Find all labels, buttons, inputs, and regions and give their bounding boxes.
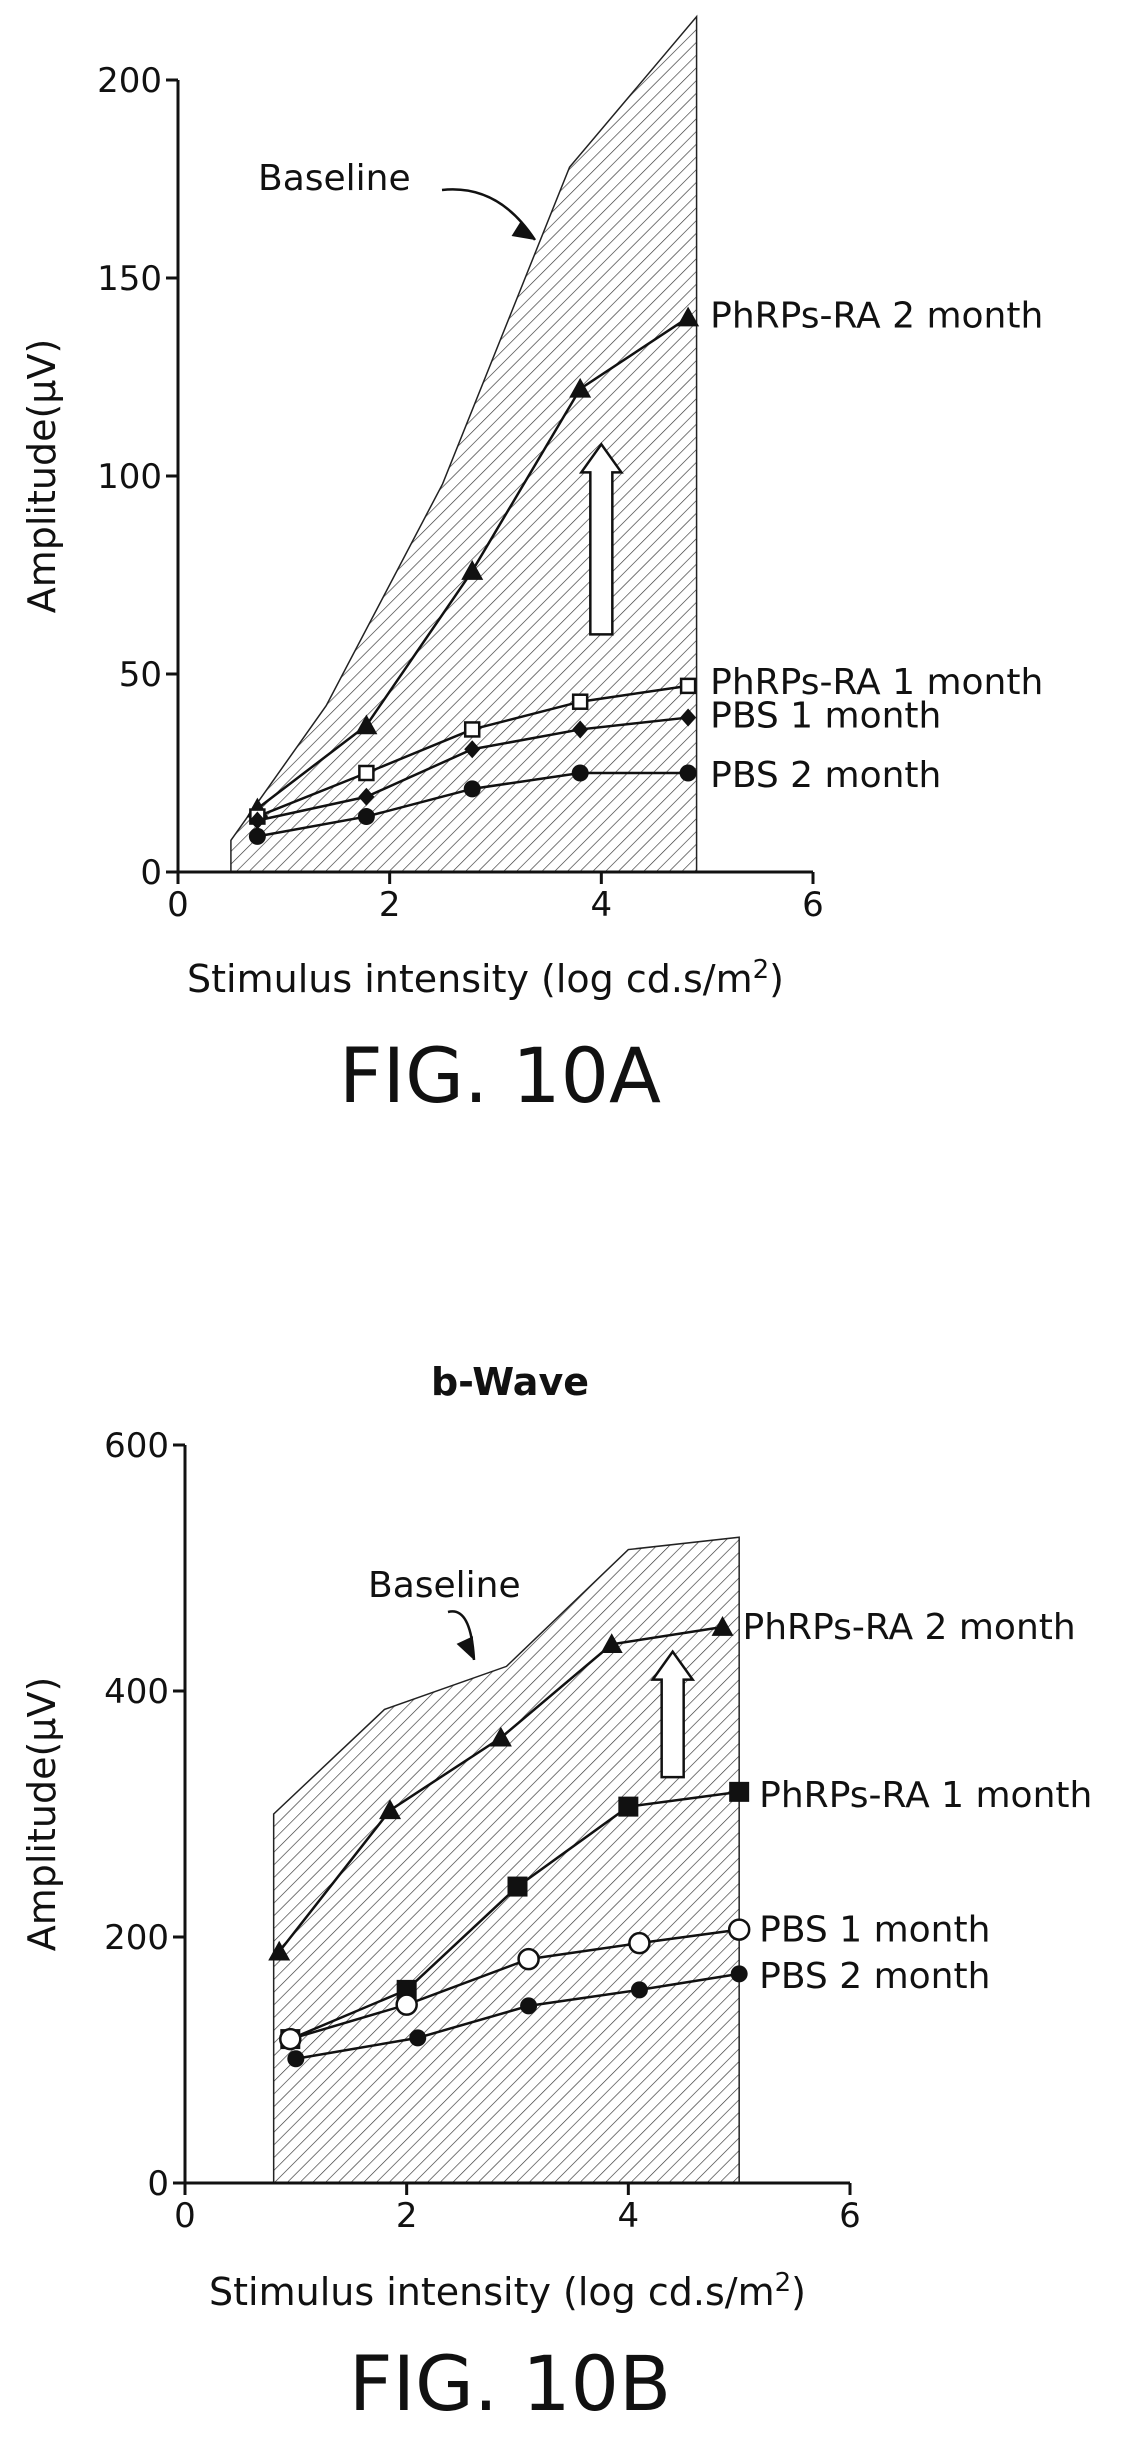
series-pbs-2-month: PBS 2 month (248, 755, 941, 845)
data-point (727, 1918, 751, 1941)
data-point (628, 1931, 651, 1955)
data-point (379, 1799, 402, 1820)
series-pbs-2-month: PBS 2 month (287, 1956, 990, 2068)
baseline-band-area (230, 14, 698, 873)
data-point (395, 1993, 418, 2016)
data-point (355, 714, 378, 735)
series-label: PhRPs-RA 2 month (710, 296, 1043, 337)
data-point (517, 1947, 540, 1971)
data-point (279, 2027, 302, 2051)
baseline-pointer-arrowhead (511, 220, 535, 240)
data-point (572, 720, 589, 739)
data-point (357, 808, 375, 826)
x-axis-title-superscript: 2 (775, 2268, 792, 2298)
x-axis-title-close: ) (791, 2270, 806, 2314)
data-point (571, 764, 589, 782)
series-label: PBS 1 month (710, 696, 941, 737)
axes: 0 2 4 6 0 50 100 150 200 (97, 61, 824, 925)
series-pbs-1-month: PBS 1 month (279, 1910, 990, 2051)
series-phrps-ra-2-month: PhRPs-RA 2 month (268, 1607, 1076, 1961)
series-group: PhRPs-RA 2 month PhRPs-RA 1 month PBS 1 mo… (268, 1607, 1092, 2068)
data-point (630, 1981, 648, 1999)
y-tick-label: 0 (147, 2164, 169, 2204)
series-label: PBS 1 month (759, 1910, 990, 1951)
data-point (358, 764, 375, 782)
data-point (461, 560, 484, 580)
x-axis-title: Stimulus intensity (log cd.s/m2) (209, 2268, 806, 2314)
x-tick-label: 4 (618, 2196, 640, 2236)
data-point (287, 2050, 305, 2068)
y-axis-title: Amplitude(μV) (20, 339, 64, 614)
x-tick-label: 2 (396, 2196, 418, 2236)
y-tick-label: 600 (104, 1426, 169, 1466)
x-axis-title-close: ) (769, 957, 784, 1001)
series-label: PBS 2 month (710, 755, 941, 796)
data-point (679, 677, 697, 695)
data-point (248, 827, 266, 845)
x-axis-title: Stimulus intensity (log cd.s/m2) (187, 955, 784, 1001)
x-tick-label: 6 (802, 885, 824, 925)
series-label: PBS 2 month (759, 1956, 990, 1997)
data-point (463, 780, 481, 798)
chart-title: b-Wave (431, 1360, 589, 1404)
data-point (489, 1726, 512, 1747)
x-tick-label: 6 (839, 2196, 861, 2236)
data-point (569, 377, 592, 398)
data-point (571, 693, 589, 710)
series-phrps-ra-2-month: PhRPs-RA 2 month (246, 296, 1043, 818)
data-point (677, 306, 700, 327)
data-point (520, 1997, 538, 2015)
series-pbs-1-month: PBS 1 month (249, 696, 941, 830)
x-tick-label: 0 (167, 885, 189, 925)
data-point (409, 2029, 427, 2047)
data-point (679, 764, 697, 782)
series-phrps-ra-1-month: PhRPs-RA 1 month (249, 662, 1043, 825)
figure-label: FIG. 10B (349, 2339, 671, 2428)
data-point (507, 1876, 528, 1897)
y-tick-label: 50 (119, 655, 162, 695)
baseline-pointer-arrowhead (456, 1636, 474, 1660)
series-label: PhRPs-RA 2 month (743, 1607, 1076, 1648)
baseline-pointer-line (441, 188, 537, 241)
axes: 0 2 4 6 0 200 400 600 (104, 1426, 861, 2236)
up-arrow-icon (650, 1649, 696, 1779)
baseline-label: Baseline (258, 158, 411, 199)
y-tick-label: 200 (104, 1918, 169, 1958)
y-tick-label: 400 (104, 1672, 169, 1712)
figure-label: FIG. 10A (339, 1031, 661, 1120)
annotations (447, 1610, 696, 1779)
x-axis-title-superscript: 2 (753, 955, 770, 985)
x-tick-label: 4 (591, 885, 613, 925)
x-tick-label: 0 (174, 2196, 196, 2236)
y-tick-label: 0 (140, 853, 162, 893)
up-arrow-icon (578, 442, 624, 636)
baseline-band (230, 14, 698, 873)
data-point (464, 740, 481, 759)
y-tick-label: 150 (97, 259, 162, 299)
data-point (730, 1965, 748, 1983)
data-point (600, 1633, 623, 1654)
y-tick-label: 100 (97, 457, 162, 497)
x-axis-title-main: Stimulus intensity (log cd.s/m (187, 957, 753, 1001)
data-point (680, 708, 697, 727)
data-point (249, 811, 266, 830)
data-point (358, 787, 375, 806)
y-axis-title: Amplitude(μV) (20, 1677, 64, 1952)
x-axis-title-main: Stimulus intensity (log cd.s/m (209, 2270, 775, 2314)
y-tick-label: 200 (97, 61, 162, 101)
data-point (618, 1796, 639, 1817)
series-label: PhRPs-RA 1 month (710, 662, 1043, 703)
series-label: PhRPs-RA 1 month (759, 1775, 1092, 1816)
data-point (463, 721, 481, 738)
data-point (268, 1940, 291, 1961)
data-point (711, 1616, 734, 1636)
annotations (441, 188, 624, 636)
data-point (729, 1781, 750, 1802)
x-tick-label: 2 (379, 885, 401, 925)
baseline-label: Baseline (368, 1565, 521, 1606)
